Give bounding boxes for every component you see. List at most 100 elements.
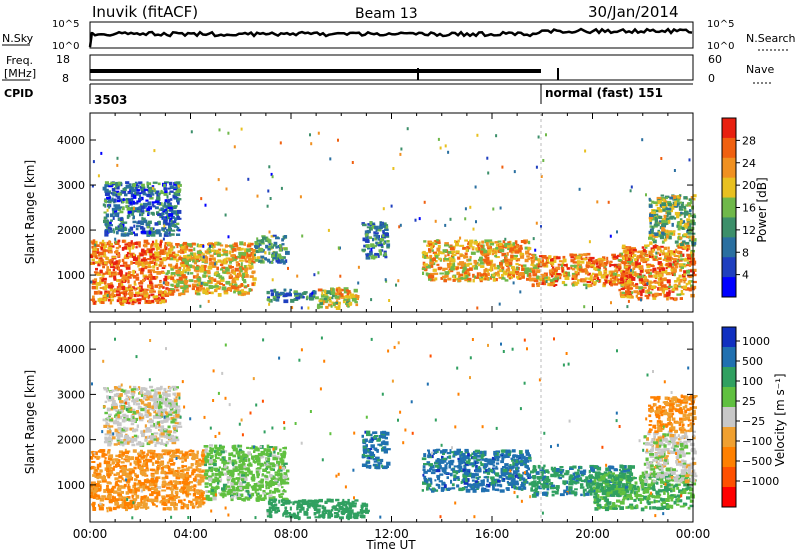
echo-region-3 [266,288,319,304]
beam-title: Beam 13 [355,6,418,22]
station-title: Inuvik (fitACF) [92,3,198,21]
colorbar-tick-0: 1000 [742,335,770,348]
freq-tick-bottom: 8 [62,72,69,85]
colorbar-segment-3 [722,387,736,408]
colorbar-segment-8 [722,487,736,508]
nsearch-label: N.Search [746,32,796,45]
nsearch-tick-top: 10^5 [707,19,734,30]
echo-region-4 [421,448,533,493]
power-ylabel: Slant Range [km] [23,160,37,264]
nsearch-tick-bottom: 10^0 [707,41,734,52]
colorbar-segment-6 [722,237,736,258]
nave-tick-bottom: 0 [708,72,715,85]
colorbar-tick-4: 12 [742,224,756,237]
colorbar-segment-2 [722,367,736,388]
freq-label-line2: [MHz] [4,67,36,80]
echo-region-10 [102,181,182,237]
colorbar-segment-2 [722,157,736,179]
velocity-echoes [90,336,698,521]
ytick-label-3: 4000 [57,343,85,356]
colorbar-tick-6: 4 [742,269,749,282]
scatter-echoes [90,336,690,520]
date-title: 30/Jan/2014 [588,3,679,21]
cpid-value-2: normal (fast) 151 [545,86,663,100]
noise-trace [88,27,693,48]
colorbar-segment-0 [722,118,736,139]
xtick-label-4: 16:00 [475,527,510,541]
colorbar-segment-0 [722,327,736,348]
colorbar-tick-2: 20 [742,179,756,192]
cpid-value-1: 3503 [94,93,127,107]
xtick-label-1: 04:00 [173,527,208,541]
echo-region-9 [648,194,697,247]
colorbar-tick-7: −1000 [742,475,779,488]
time-axis-label: Time UT [365,538,416,552]
colorbar-tick-4: −25 [742,415,765,428]
power-yticks: 1000 2000 3000 4000 [57,134,693,282]
colorbar-tick-1: 500 [742,355,763,368]
scatter-echoes [90,127,691,310]
echo-region-9 [102,385,183,447]
colorbar-tick-6: −500 [742,455,772,468]
velocity-yticks: 1000 2000 3000 4000 [57,343,693,492]
echo-region-4 [316,287,360,310]
colorbar-segment-6 [722,447,736,468]
echo-region-1 [203,444,290,502]
echo-region-2 [266,498,370,521]
colorbar-tick-0: 28 [742,134,756,147]
power-echoes [90,127,697,310]
colorbar-tick-3: 16 [742,202,756,215]
colorbar-segment-8 [722,277,736,298]
xtick-label-2: 08:00 [274,527,309,541]
nsky-tick-bottom: 10^0 [52,41,79,52]
colorbar-segment-7 [722,257,736,278]
xtick-label-6: 00:00 [676,527,711,541]
colorbar-segment-5 [722,427,736,448]
cpid-row: CPID 3503 normal (fast) 151 [4,83,693,107]
velocity-panel: 1000 2000 3000 4000 00:00 04:00 08:00 12:00 16:… [23,321,787,552]
nave-label: Nave [746,63,774,76]
nave-tick-top: 60 [708,53,722,66]
velocity-xticks: 00:00 04:00 08:00 12:00 16:00 20:00 00:00 [73,322,711,541]
colorbar-segment-3 [722,177,736,199]
xtick-label-3: 12:00 [374,527,409,541]
colorbar-segment-4 [722,197,736,218]
echo-region-7 [643,430,698,484]
ytick-label-0: 1000 [57,269,85,282]
ytick-label-0: 1000 [57,479,85,492]
colorbar-segment-1 [722,347,736,368]
colorbar-tick-2: 100 [742,375,763,388]
freq-tick-top: 18 [56,53,70,66]
echo-region-8 [648,394,698,434]
colorbar-segment-4 [722,407,736,428]
power-colorbar-label: Power [dB] [755,177,769,242]
colorbar-segment-5 [722,217,736,238]
freq-panel: Freq. [MHz] 18 8 60 0 Nave [2,53,774,85]
echo-region-2 [253,234,290,265]
power-xticks [89,113,694,312]
ytick-label-3: 4000 [57,134,85,147]
colorbar-segment-7 [722,467,736,488]
velocity-colorbar-label: Velocity [m s⁻¹] [773,373,787,466]
power-colorbar: 28 24 20 16 12 8 4 [721,117,756,298]
echo-region-5 [530,464,635,498]
ytick-label-1: 2000 [57,434,85,447]
echo-region-6 [421,239,535,283]
echo-region-1 [165,241,257,297]
velocity-ylabel: Slant Range [km] [23,370,37,474]
echo-region-3 [361,430,391,470]
velocity-colorbar: 1000 500 100 25 −25 −100 −500 −1000 [721,326,779,508]
colorbar-tick-5: 8 [742,246,749,259]
colorbar-tick-1: 24 [742,157,756,170]
echo-region-0 [90,239,170,306]
colorbar-segment-1 [722,137,736,159]
noise-panel: N.Sky 10^5 10^0 10^5 10^0 N.Search [2,19,796,52]
power-panel: 1000 2000 3000 4000 Slant Range [km] 28 24 20… [23,112,769,313]
nsky-tick-top: 10^5 [52,19,79,30]
echo-region-8 [617,243,697,302]
ytick-label-1: 2000 [57,224,85,237]
xtick-label-5: 20:00 [575,527,610,541]
freq-label-line1: Freq. [6,54,33,67]
colorbar-tick-3: 25 [742,395,756,408]
